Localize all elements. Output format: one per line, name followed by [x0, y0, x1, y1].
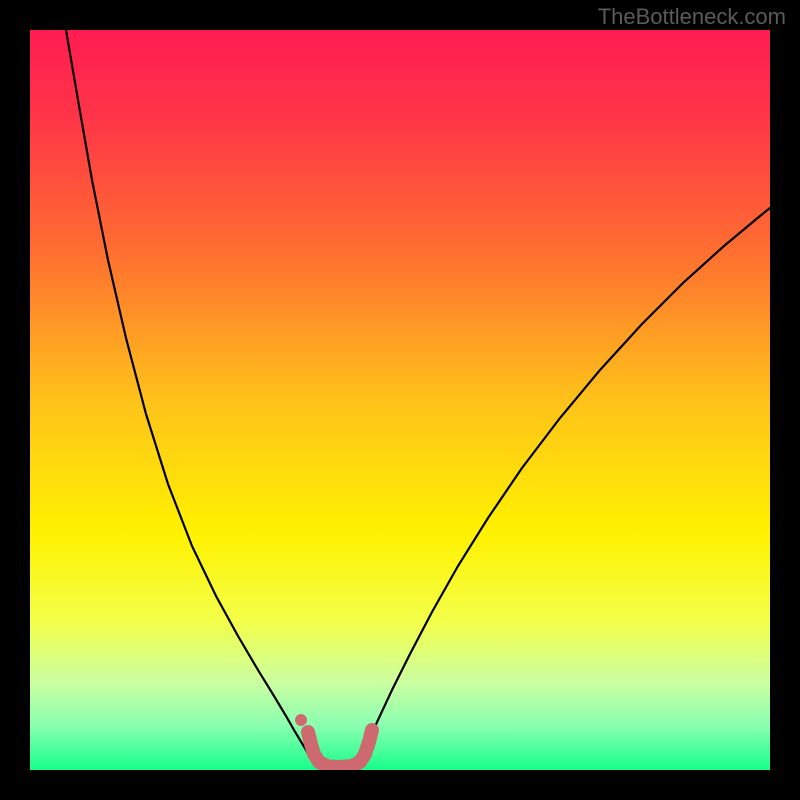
marker-dot — [295, 714, 307, 726]
gradient-background — [30, 30, 770, 770]
watermark-text: TheBottleneck.com — [598, 4, 786, 30]
chart-frame: TheBottleneck.com — [0, 0, 800, 800]
chart-svg — [30, 30, 770, 770]
plot-area — [30, 30, 770, 770]
